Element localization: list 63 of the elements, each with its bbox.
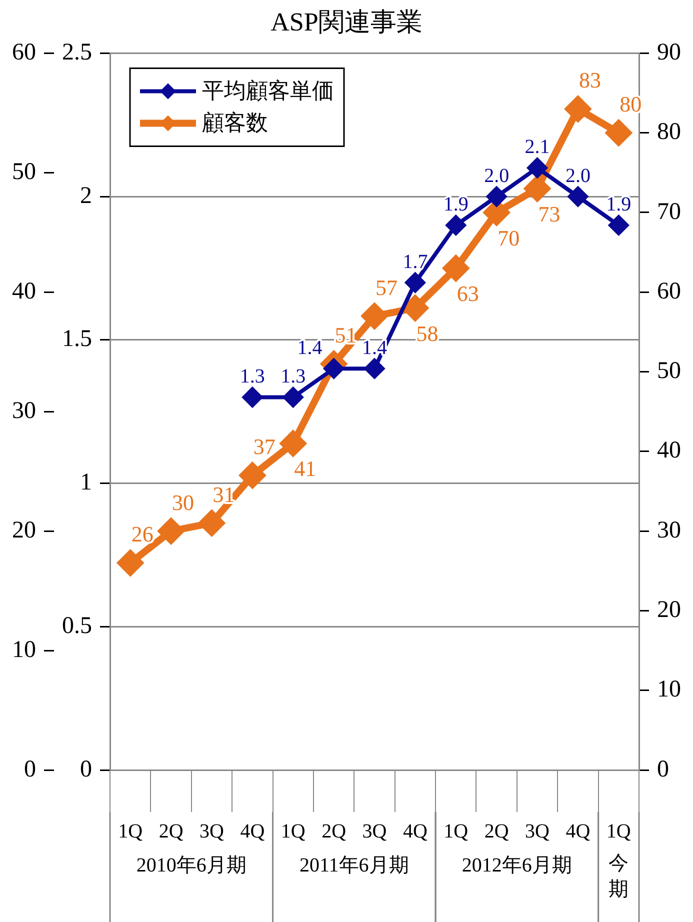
data-label: 2.1 xyxy=(524,136,550,158)
x-tick-label: 1Q xyxy=(606,820,632,842)
data-label: 70 xyxy=(498,225,520,250)
y3-tick-label: 40 xyxy=(12,278,36,304)
y3-tick-label: 0 xyxy=(24,756,36,782)
data-label: 57 xyxy=(376,274,398,300)
y2-tick-label: 40 xyxy=(657,438,681,464)
data-label: 1.4 xyxy=(297,336,322,359)
y-tick-label: 0.5 xyxy=(62,612,92,639)
x-tick-label: 1Q xyxy=(280,820,306,842)
data-label: 1.9 xyxy=(606,193,632,216)
data-label: 2.0 xyxy=(484,164,510,187)
data-label: 1.3 xyxy=(240,366,265,388)
y2-tick-label: 20 xyxy=(657,597,681,624)
y-tick-label: 2.5 xyxy=(62,39,92,66)
data-label: 83 xyxy=(578,68,601,93)
x-tick-label: 3Q xyxy=(200,820,225,842)
data-label: 1.7 xyxy=(402,250,428,273)
y2-tick-label: 10 xyxy=(657,676,681,703)
legend-label: 平均顧客単価 xyxy=(202,78,334,103)
x-tick-label: 3Q xyxy=(525,820,550,842)
data-label: 1.9 xyxy=(443,193,468,216)
y-tick-label: 1.5 xyxy=(62,326,92,352)
legend-label: 顧客数 xyxy=(202,110,268,135)
y2-tick-label: 60 xyxy=(657,278,681,304)
data-label: 58 xyxy=(416,320,438,346)
data-label: 80 xyxy=(620,92,642,117)
data-label: 37 xyxy=(253,434,276,460)
chart-title: ASP関連事業 xyxy=(270,7,422,36)
y2-tick-label: 50 xyxy=(657,358,681,384)
data-label: 26 xyxy=(131,522,154,547)
text: 2010年6月期 xyxy=(136,854,246,876)
x-tick-label: 4Q xyxy=(566,820,591,842)
x-tick-label: 1Q xyxy=(118,820,144,842)
y-tick-label: 2 xyxy=(80,182,92,209)
data-label: 1.3 xyxy=(280,366,306,388)
y3-tick-label: 50 xyxy=(12,158,36,185)
text: 2012年6月期 xyxy=(462,854,572,876)
y2-tick-label: 90 xyxy=(657,39,681,66)
y3-tick-label: 30 xyxy=(12,398,36,424)
data-label: 41 xyxy=(294,456,316,482)
x-tick-label: 2Q xyxy=(322,820,347,842)
y-tick-label: 0 xyxy=(80,756,92,782)
data-label: 63 xyxy=(456,281,479,306)
y2-tick-label: 70 xyxy=(657,198,681,225)
x-tick-label: 4Q xyxy=(402,820,428,842)
text: 2011年6月期 xyxy=(300,854,409,876)
y2-tick-label: 0 xyxy=(657,756,669,782)
y3-tick-label: 10 xyxy=(12,636,36,663)
x-tick-label: 1Q xyxy=(444,820,469,842)
y-tick-label: 1 xyxy=(80,470,92,496)
x-tick-label: 2Q xyxy=(484,820,510,842)
x-tick-label: 3Q xyxy=(362,820,388,842)
data-label: 73 xyxy=(538,201,560,226)
data-label: 30 xyxy=(172,490,194,515)
y2-tick-label: 80 xyxy=(657,119,681,146)
x-tick-label: 4Q xyxy=(240,820,266,842)
y3-tick-label: 20 xyxy=(12,517,36,544)
y3-tick-label: 60 xyxy=(12,39,36,66)
y2-tick-label: 30 xyxy=(657,517,681,544)
data-label: 2.0 xyxy=(565,164,590,187)
text: 今期 xyxy=(608,852,629,900)
x-tick-label: 2Q xyxy=(158,820,184,842)
